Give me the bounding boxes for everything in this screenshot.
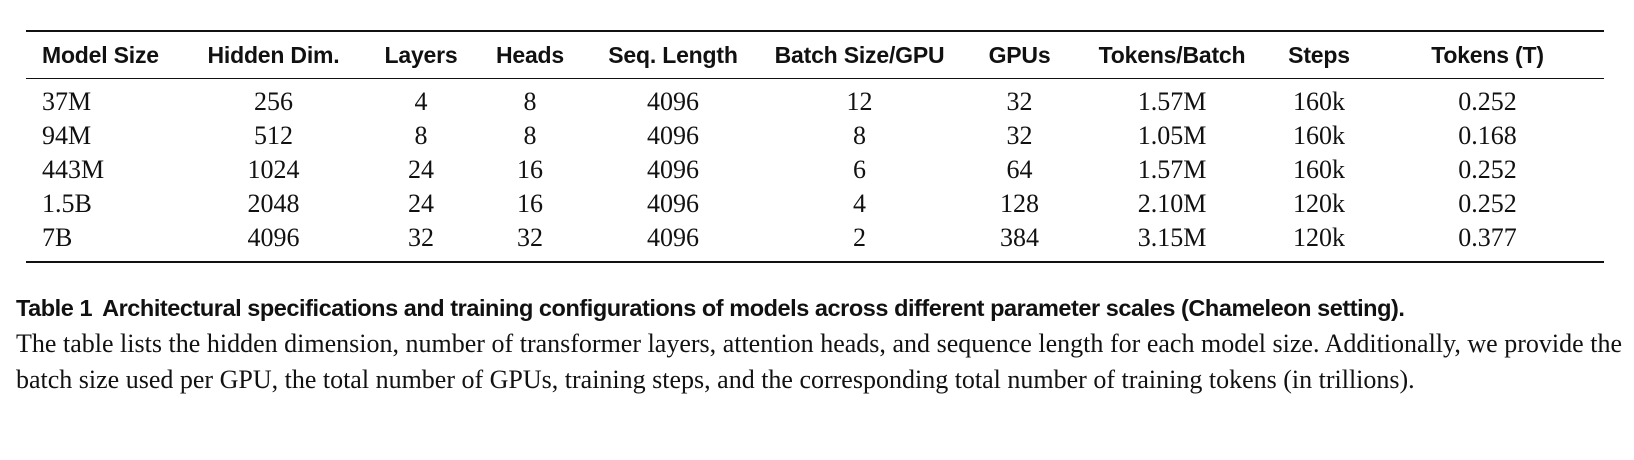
- column-header: Tokens (T): [1371, 30, 1604, 79]
- table-row: 37M 256 4 8 4096 12 32 1.57M 160k 0.252: [26, 79, 1604, 120]
- table-cell: 1.05M: [1137, 121, 1207, 150]
- table-cell: 160k: [1293, 87, 1345, 116]
- table-caption: Table 1 Architectural specifications and …: [16, 290, 1622, 398]
- table-row: 443M 1024 24 16 4096 6 64 1.57M 160k 0.252: [26, 153, 1604, 187]
- table-cell: 0.377: [1371, 221, 1604, 263]
- column-header: GPUs: [962, 30, 1077, 79]
- table-cell: 16: [517, 189, 543, 218]
- table-cell: 120k: [1293, 189, 1345, 218]
- table-cell: 4096: [647, 155, 699, 184]
- column-header: Batch Size/GPU: [757, 30, 962, 79]
- table-cell: 4096: [589, 221, 757, 263]
- table-cell: 0.252: [1458, 155, 1517, 184]
- caption-body: The table lists the hidden dimension, nu…: [16, 329, 1622, 394]
- table-cell: 4096: [176, 221, 371, 263]
- table-cell: 12: [846, 87, 873, 116]
- table-cell: 1.5B: [42, 189, 92, 218]
- table-row: 7B 4096 32 32 4096 2 384 3.15M 120k 0.377: [26, 221, 1604, 263]
- table-cell: 160k: [1293, 121, 1345, 150]
- table-cell: 4: [414, 87, 428, 116]
- table-cell: 8: [414, 121, 428, 150]
- caption-label: Table 1: [16, 295, 93, 321]
- column-header: Heads: [471, 30, 589, 79]
- table-cell: 4096: [647, 189, 699, 218]
- table-cell: 64: [1006, 155, 1033, 184]
- table-cell: 120k: [1267, 221, 1371, 263]
- specs-table-container: Model Size Hidden Dim. Layers Heads Seq.…: [26, 30, 1604, 263]
- table-cell: 1.57M: [1137, 155, 1207, 184]
- column-header: Tokens/Batch: [1077, 30, 1267, 79]
- table-cell: 24: [408, 155, 434, 184]
- table-cell: 32: [1006, 121, 1033, 150]
- table-cell: 94M: [42, 121, 92, 150]
- table-cell: 7B: [26, 221, 176, 263]
- table-cell: 16: [517, 155, 543, 184]
- column-header: Seq. Length: [589, 30, 757, 79]
- caption-title: Architectural specifications and trainin…: [102, 295, 1405, 321]
- table-cell: 1.57M: [1137, 87, 1207, 116]
- column-header: Model Size: [26, 30, 176, 79]
- table-cell: 8: [523, 121, 537, 150]
- table-cell: 0.252: [1458, 189, 1517, 218]
- table-cell: 24: [408, 189, 434, 218]
- table-cell: 3.15M: [1077, 221, 1267, 263]
- table-cell: 32: [371, 221, 471, 263]
- model-specs-table: Model Size Hidden Dim. Layers Heads Seq.…: [26, 30, 1604, 263]
- caption-heading: Table 1 Architectural specifications and …: [16, 290, 1622, 326]
- table-cell: 384: [962, 221, 1077, 263]
- table-cell: 2.10M: [1137, 189, 1207, 218]
- table-cell: 32: [471, 221, 589, 263]
- table-header-row: Model Size Hidden Dim. Layers Heads Seq.…: [26, 30, 1604, 79]
- column-header: Hidden Dim.: [176, 30, 371, 79]
- table-cell: 1024: [247, 155, 300, 184]
- column-header: Steps: [1267, 30, 1371, 79]
- table-cell: 6: [853, 155, 866, 184]
- table-cell: 4096: [647, 87, 699, 116]
- column-header: Layers: [371, 30, 471, 79]
- table-cell: 32: [1006, 87, 1033, 116]
- table-cell: 8: [853, 121, 866, 150]
- table-cell: 443M: [42, 155, 105, 184]
- table-cell: 128: [1000, 189, 1039, 218]
- table-cell: 4: [853, 189, 866, 218]
- table-body: 37M 256 4 8 4096 12 32 1.57M 160k 0.252 94M 512 8 8 40…: [26, 79, 1604, 263]
- table-cell: 256: [254, 87, 293, 116]
- table-row: 94M 512 8 8 4096 8 32 1.05M 160k 0.168: [26, 119, 1604, 153]
- table-cell: 4096: [647, 121, 699, 150]
- table-cell: 160k: [1293, 155, 1345, 184]
- table-cell: 512: [254, 121, 293, 150]
- table-cell: 0.252: [1458, 87, 1517, 116]
- table-cell: 37M: [42, 87, 92, 116]
- table-cell: 2048: [247, 189, 300, 218]
- table-cell: 2: [757, 221, 962, 263]
- table-cell: 0.168: [1458, 121, 1517, 150]
- table-cell: 8: [523, 87, 537, 116]
- table-row: 1.5B 2048 24 16 4096 4 128 2.10M 120k 0.252: [26, 187, 1604, 221]
